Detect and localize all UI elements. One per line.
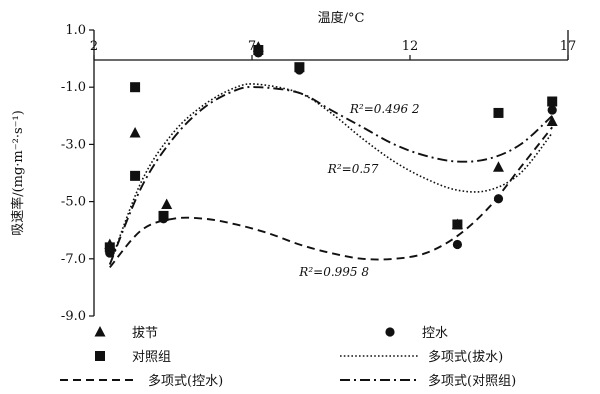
y-tick-label: -5.0 bbox=[61, 195, 86, 210]
point-square bbox=[493, 107, 504, 118]
legend-label: 控水 bbox=[422, 326, 448, 341]
point-square bbox=[158, 210, 169, 221]
data-points bbox=[104, 41, 558, 258]
annotations: R²=0.496 2 R²=0.57 R²=0.995 8 bbox=[298, 102, 419, 279]
point-square bbox=[547, 96, 558, 107]
point-square bbox=[294, 62, 305, 73]
y-axis-title: 吸速率/(mg·m⁻²·s⁻¹) bbox=[10, 110, 26, 236]
x-axis-title: 温度/°C bbox=[318, 10, 365, 26]
x-tick-label: 17 bbox=[560, 39, 577, 54]
y-tick-label: 1.0 bbox=[65, 23, 86, 38]
point-triangle bbox=[161, 198, 173, 209]
x-tick-label: 12 bbox=[402, 39, 419, 54]
y-tick-label: -9.0 bbox=[61, 309, 86, 324]
point-square bbox=[452, 219, 463, 230]
point-circle bbox=[547, 105, 557, 115]
r-squared-label: R²=0.496 2 bbox=[349, 102, 420, 116]
r-squared-label: R²=0.57 bbox=[327, 162, 379, 176]
point-circle bbox=[452, 239, 462, 250]
point-square bbox=[104, 242, 115, 253]
legend-label: 对照组 bbox=[132, 350, 171, 365]
point-square bbox=[253, 45, 264, 56]
legend-label: 多项式(控水) bbox=[148, 373, 223, 389]
y-tick-label: -3.0 bbox=[61, 137, 86, 152]
y-tick-label: -1.0 bbox=[61, 80, 86, 95]
legend-label: 拔节 bbox=[132, 326, 158, 341]
legend-label: 多项式(对照组) bbox=[428, 373, 516, 389]
fit-curves bbox=[108, 83, 553, 268]
point-triangle bbox=[546, 115, 558, 127]
legend-marker-triangle bbox=[94, 326, 106, 337]
point-square bbox=[130, 82, 141, 93]
fit-curve-dotted bbox=[109, 83, 553, 265]
point-square bbox=[130, 170, 141, 181]
fit-curve-dashdot bbox=[108, 86, 553, 265]
y-tick-label: -7.0 bbox=[61, 252, 86, 267]
x-tick-label: 2 bbox=[90, 39, 98, 54]
x-tick-label: 7 bbox=[248, 39, 256, 54]
point-triangle bbox=[129, 126, 141, 138]
legend-label: 多项式(拔水) bbox=[428, 349, 503, 365]
point-circle bbox=[493, 194, 504, 204]
legend-marker-square bbox=[95, 351, 105, 361]
point-triangle bbox=[492, 161, 504, 172]
fit-curve-dashed bbox=[109, 126, 553, 268]
r-squared-label: R²=0.995 8 bbox=[298, 265, 369, 279]
axes: 1.0 -1.0 -3.0 -5.0 -7.0 -9.0 2 7 12 17 温度/°C 吸速率/(m… bbox=[10, 10, 576, 324]
legend-marker-circle bbox=[385, 327, 395, 337]
